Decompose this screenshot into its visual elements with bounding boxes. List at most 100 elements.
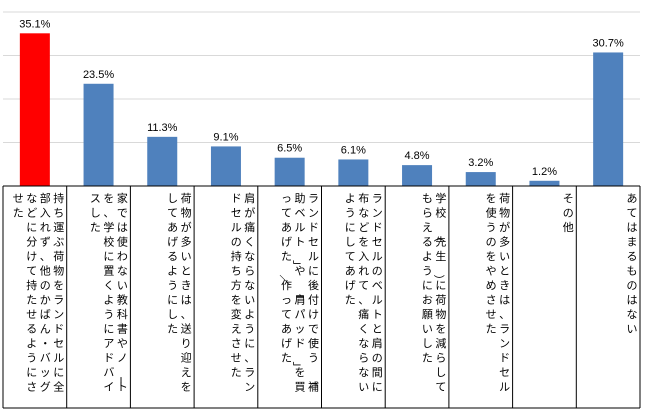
category-label-char: 、 (499, 308, 510, 321)
category-label-char: 買 (295, 381, 306, 394)
category-label-char: て (281, 308, 292, 321)
category-label-char: ル (295, 221, 306, 234)
category-label-char: ） (432, 275, 445, 286)
category-label-char: を (435, 323, 446, 336)
category-label-char: ち (53, 207, 64, 220)
category-label-char: あ (345, 265, 356, 278)
category-label-char: う (26, 352, 37, 365)
category-label-char: な (244, 279, 255, 292)
category-label-char: え (422, 221, 433, 234)
category-label-char: な (358, 366, 369, 379)
category-label-char: ル (372, 294, 383, 307)
category-label-char: 肩 (295, 293, 306, 307)
category-label-char: ら (358, 352, 369, 365)
category-label-char: 多 (181, 235, 192, 249)
category-label-char: た (281, 352, 292, 365)
category-label-char: ば (40, 308, 51, 321)
category-label-char: 運 (53, 221, 64, 234)
bar-value-label: 1.2% (532, 166, 557, 178)
category-label-char: 置 (103, 265, 114, 278)
bar-value-label: 4.8% (405, 150, 430, 162)
category-label-char: の (627, 279, 638, 292)
category-label-char: い (181, 250, 192, 263)
category-label-char: い (422, 323, 433, 336)
category-label-char: ド (499, 352, 510, 365)
category-label-char: ン (53, 308, 64, 321)
category-label-char: に (103, 323, 114, 336)
category-label-char: け (26, 250, 37, 263)
category-label-char: や (295, 265, 306, 278)
category-label-char: 補 (308, 381, 319, 394)
category-label-char: ド (372, 221, 383, 234)
category-label-char: な (117, 265, 128, 278)
category-label: あてはまるものはない (627, 192, 638, 336)
category-label-char: 多 (499, 235, 510, 249)
category-label-char: で (117, 207, 128, 220)
category-label-char: あ (281, 323, 292, 336)
category-label-char: ら (422, 207, 433, 220)
category-label-char: う (167, 279, 178, 292)
category-label-char: と (372, 323, 383, 336)
category-label-char: ん (40, 323, 51, 336)
category-label-char: よ (244, 308, 255, 321)
category-label-char: 使 (117, 236, 128, 249)
bar (338, 159, 369, 186)
category-label-char: の (563, 207, 574, 220)
category-label-char: あ (281, 221, 292, 234)
category-label-char: ド (231, 192, 242, 205)
category-label-char: 他 (563, 221, 574, 234)
category-label-char: ら (435, 352, 446, 365)
category-label-char: け (308, 308, 319, 321)
category-label-char: げ (345, 279, 356, 292)
category-label-char: 」 (292, 362, 305, 373)
category-label: 持ち運ぶ荷物をランドセルに全部入れず、他のかばん・バッグなどに分けて持たせるよう… (13, 191, 64, 394)
category-label-char: よ (422, 250, 433, 263)
bar (529, 180, 560, 186)
category-label-char: 書 (117, 322, 128, 336)
category-label-char: セ (372, 236, 383, 249)
category-label-char: 作 (281, 279, 292, 292)
category-label-char: い (358, 381, 369, 394)
category-label-char: よ (345, 192, 356, 205)
category-label-char: と (181, 265, 192, 278)
category-label-char: バ (103, 366, 114, 379)
category-label-char: ド (53, 323, 64, 336)
category-label-char: 持 (53, 191, 64, 205)
category-label-char: う (244, 323, 255, 336)
category-label-char: ッ (295, 323, 306, 336)
category-label-char: が (181, 220, 192, 234)
category-label-char: 物 (181, 206, 192, 220)
category-label-char: を (486, 192, 497, 205)
category-label-char: さ (231, 337, 242, 350)
category-label-char: を (103, 192, 114, 205)
bar-value-label: 9.1% (213, 131, 238, 143)
category-label-char: き (499, 279, 510, 292)
category-label-char: 他 (40, 265, 51, 278)
category-label-char: セ (53, 337, 64, 350)
category-label-char: れ (40, 221, 51, 234)
category-label-char: 、 (103, 207, 114, 220)
category-label-char: ち (231, 265, 242, 278)
category-label-char: わ (117, 250, 128, 263)
bar-value-label: 6.5% (277, 143, 302, 155)
category-label-char: て (358, 279, 369, 292)
category-label-char: し (345, 236, 356, 249)
category-label-char: ン (372, 207, 383, 220)
category-label-char: っ (281, 294, 292, 307)
category-label: 荷物が多いときは、送り迎えをしてあげるようにした (167, 192, 192, 394)
category-label-char: ノ (117, 352, 128, 365)
category-label-char: 荷 (499, 192, 510, 205)
category-label: 肩が痛くならないように、ラン ドセルの持ち方を変えさせた (231, 191, 256, 394)
category-labels: 持ち運ぶ荷物をランドセルに全部入れず、他のかばん・バッグなどに分けて持たせるよう… (13, 191, 638, 394)
bar-value-label: 3.2% (468, 157, 493, 169)
category-label-char: ド (295, 337, 306, 350)
category-label-char: 付 (308, 294, 319, 307)
category-label-char: は (181, 294, 192, 307)
category-label-char: 助 (295, 191, 306, 205)
category-label-char: い (499, 250, 510, 263)
category-label-char: を (231, 294, 242, 307)
category-label-char: た (345, 294, 356, 307)
category-label-char: バ (40, 352, 51, 365)
category-label-char: げ (281, 337, 292, 350)
category-label-char: セ (231, 207, 242, 220)
